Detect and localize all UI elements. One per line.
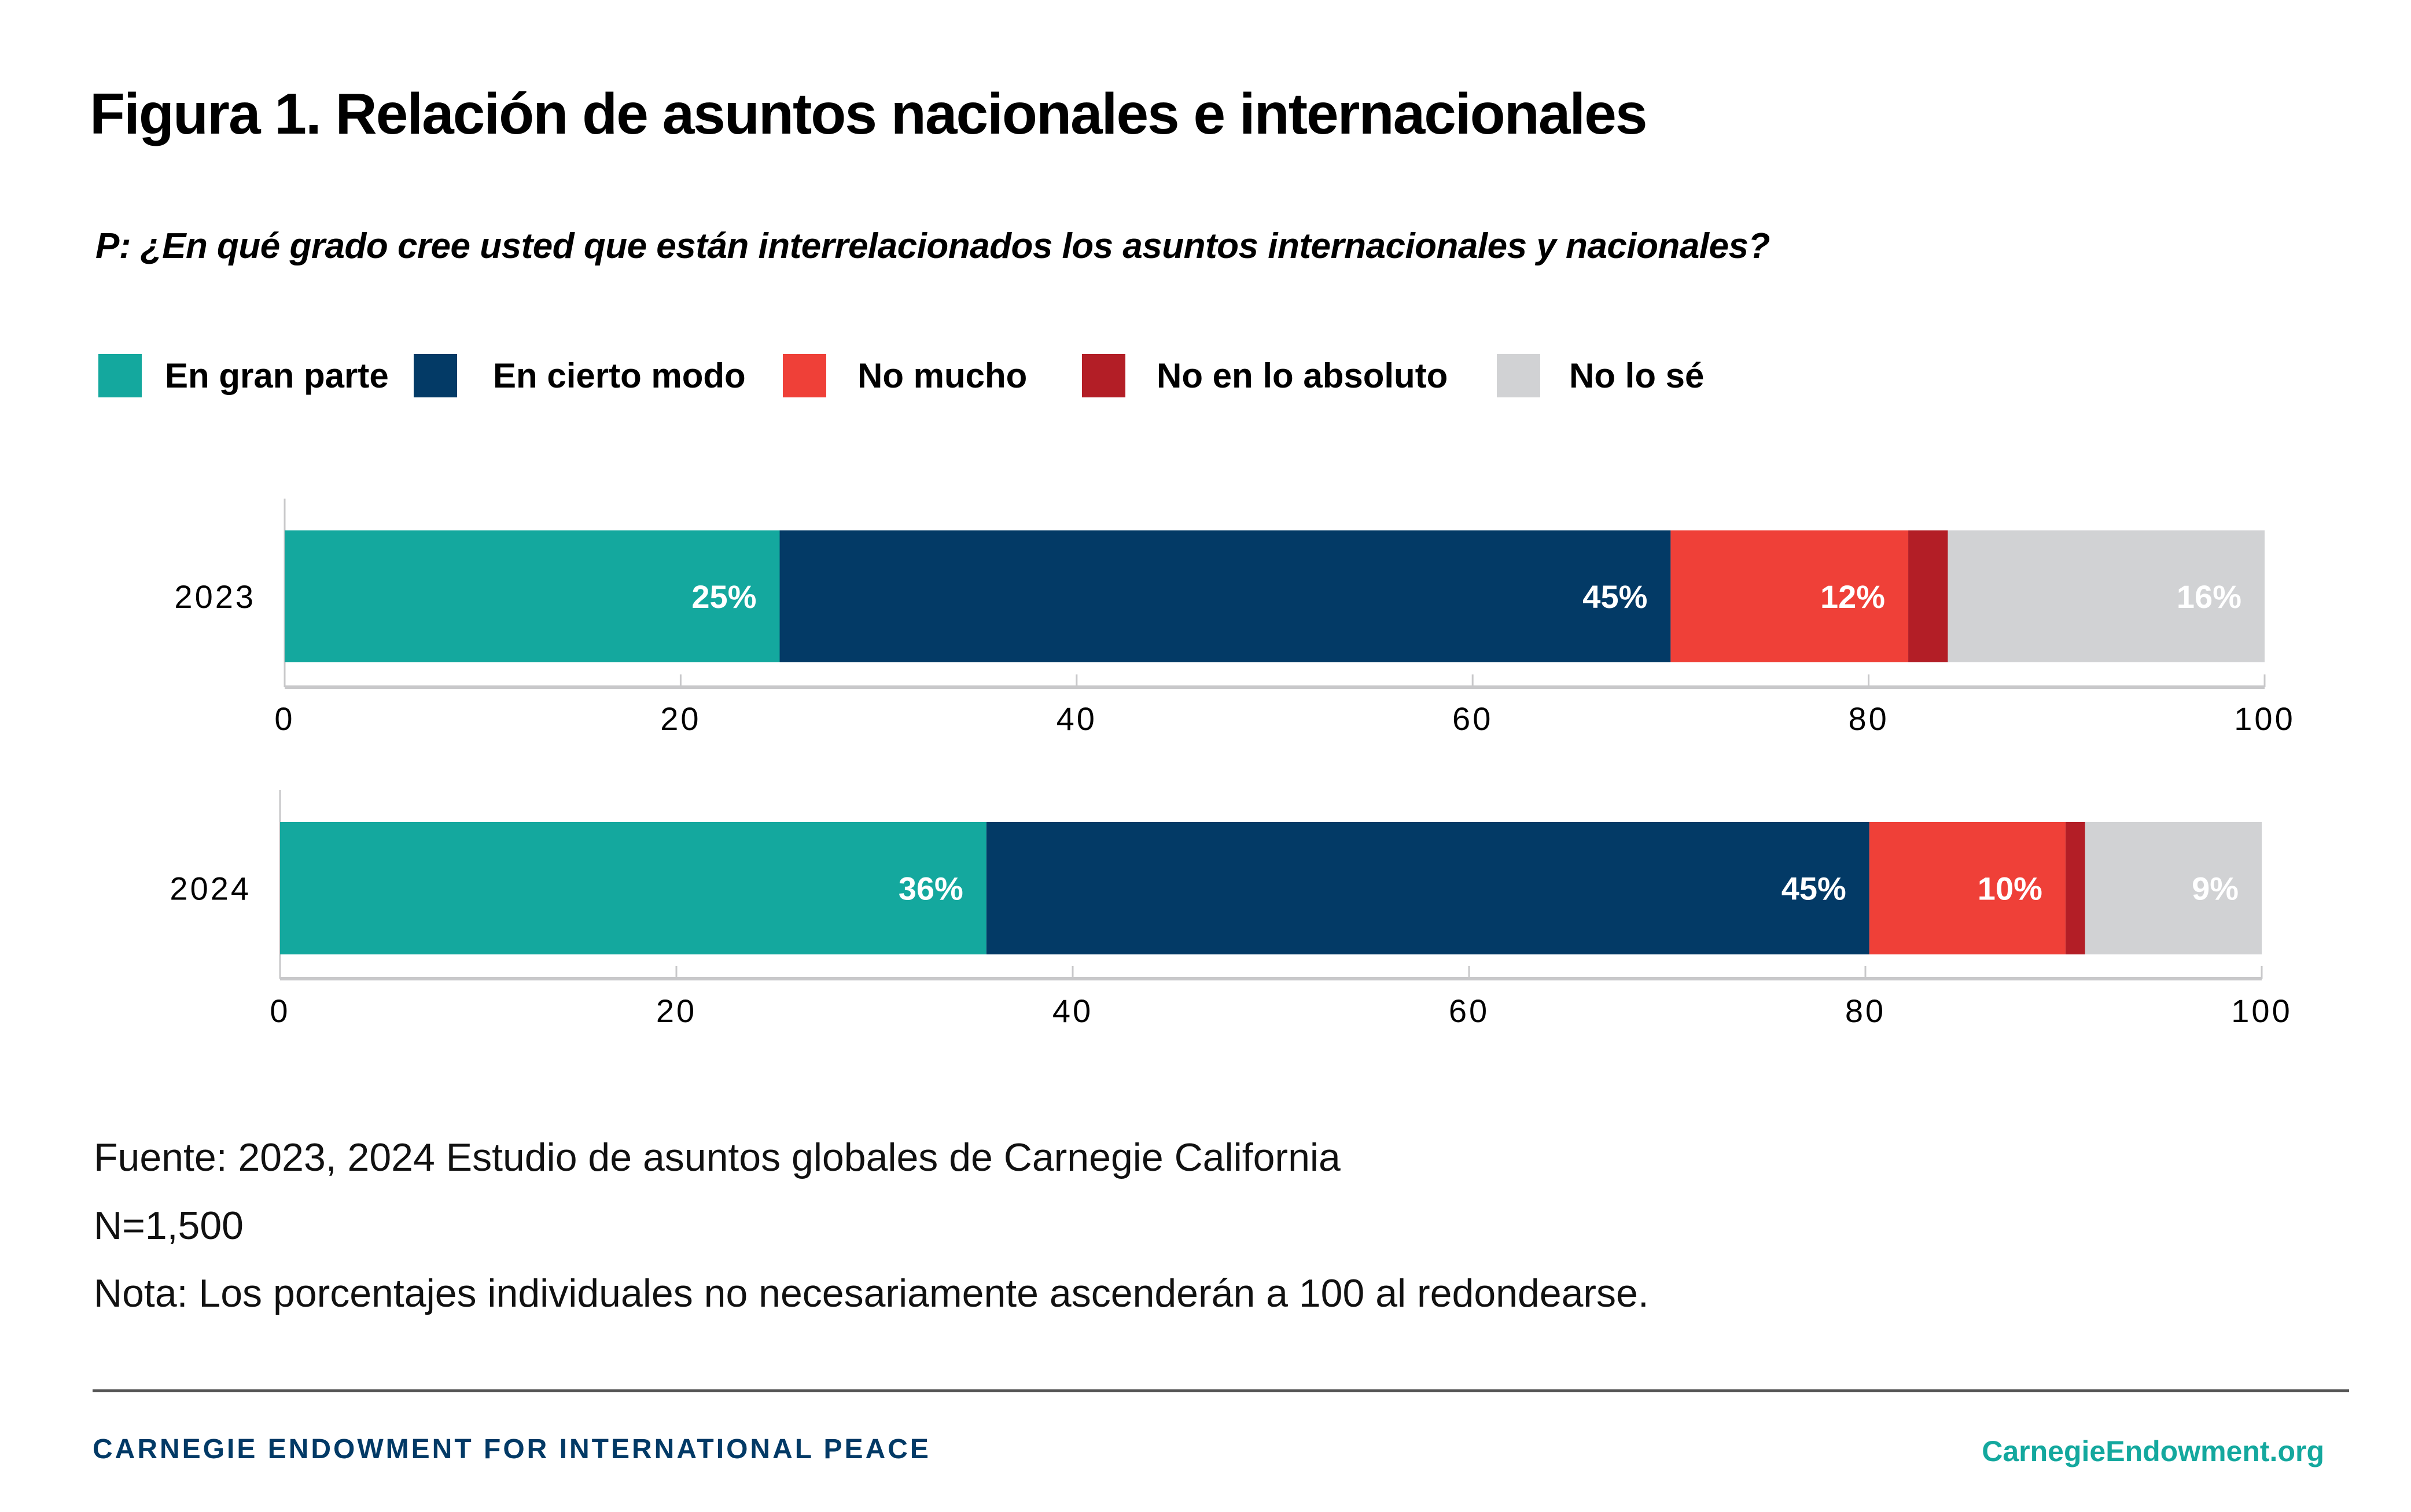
x-tick-label: 20 <box>660 700 701 737</box>
bar-segment <box>1908 530 1948 662</box>
org-url-link[interactable]: CarnegieEndowment.org <box>1982 1435 2324 1467</box>
legend-swatch <box>783 354 826 397</box>
bar-segment <box>1869 822 2066 954</box>
bar-segment <box>986 822 1869 954</box>
footer-divider <box>93 1389 2349 1392</box>
chart-question: P: ¿En qué grado cree usted que están in… <box>95 226 1770 266</box>
data-label: 25% <box>691 578 756 615</box>
category-label: 2023 <box>174 578 256 615</box>
legend-item-en-gran-parte: En gran parte <box>98 354 389 397</box>
bar-segment <box>779 530 1671 662</box>
legend-label: En gran parte <box>165 356 389 395</box>
legend-swatch <box>98 354 142 397</box>
x-tick-label: 60 <box>1452 700 1493 737</box>
data-label: 45% <box>1781 871 1846 907</box>
data-label: 12% <box>1820 578 1885 615</box>
legend-label: No mucho <box>857 356 1028 395</box>
legend-item-no-lo-se: No lo sé <box>1497 354 1704 397</box>
legend-label: No en lo absoluto <box>1157 356 1448 395</box>
x-tick-label: 0 <box>270 993 290 1029</box>
sample-size-note: N=1,500 <box>94 1204 244 1248</box>
legend-item-no-mucho: No mucho <box>783 354 1027 397</box>
legend-label: No lo sé <box>1569 356 1705 395</box>
bar-segment <box>2085 822 2262 954</box>
data-label: 16% <box>2177 578 2241 615</box>
data-label: 45% <box>1582 578 1647 615</box>
x-tick-label: 60 <box>1449 993 1489 1029</box>
legend-swatch <box>414 354 457 397</box>
data-label: 10% <box>1978 871 2042 907</box>
rounding-note: Nota: Los porcentajes individuales no ne… <box>94 1271 1649 1315</box>
x-tick-label: 40 <box>1057 700 1097 737</box>
bar-segment <box>2065 822 2085 954</box>
source-note: Fuente: 2023, 2024 Estudio de asuntos gl… <box>94 1135 1341 1179</box>
bar-segment <box>280 822 987 954</box>
x-tick-label: 40 <box>1052 993 1093 1029</box>
legend-label: En cierto modo <box>493 356 746 395</box>
data-label: 9% <box>2192 871 2239 907</box>
legend-swatch <box>1082 354 1125 397</box>
bar-segment <box>1670 530 1909 662</box>
x-tick-label: 0 <box>274 700 295 737</box>
x-tick-label: 100 <box>2234 700 2295 737</box>
legend-item-no-en-lo-absoluto: No en lo absoluto <box>1082 354 1448 397</box>
legend-swatch <box>1497 354 1540 397</box>
data-label: 36% <box>899 871 963 907</box>
x-tick-label: 20 <box>656 993 697 1029</box>
x-tick-label: 80 <box>1845 993 1886 1029</box>
bar-segment <box>285 530 780 662</box>
bar-segment <box>1948 530 2265 662</box>
x-tick-label: 100 <box>2231 993 2292 1029</box>
x-tick-label: 80 <box>1848 700 1889 737</box>
org-name: CARNEGIE ENDOWMENT FOR INTERNATIONAL PEA… <box>93 1434 931 1465</box>
chart-title: Figura 1. Relación de asuntos nacionales… <box>90 82 1647 146</box>
legend-item-en-cierto-modo: En cierto modo <box>414 354 746 397</box>
category-label: 2024 <box>170 871 251 907</box>
